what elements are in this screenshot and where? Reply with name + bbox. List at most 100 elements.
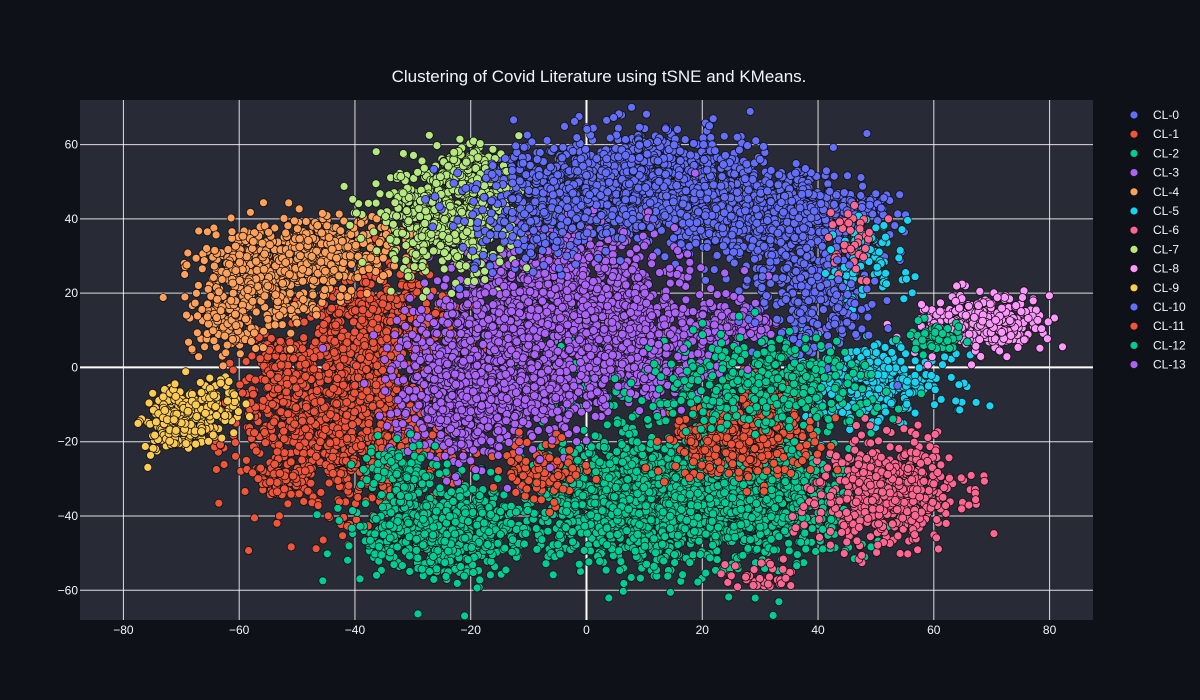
data-point xyxy=(601,565,611,575)
data-point xyxy=(358,305,368,315)
data-point xyxy=(265,477,275,487)
data-point xyxy=(729,247,738,257)
data-point xyxy=(839,188,849,198)
data-point xyxy=(299,497,309,506)
data-point xyxy=(260,427,270,437)
data-point xyxy=(377,550,387,560)
data-point xyxy=(862,129,872,138)
data-point xyxy=(744,185,753,195)
data-point xyxy=(306,415,316,425)
data-point xyxy=(353,492,363,502)
data-point xyxy=(405,567,415,576)
data-point xyxy=(244,546,254,555)
data-point xyxy=(356,440,366,450)
data-point xyxy=(211,465,221,474)
data-point xyxy=(300,466,310,476)
data-point xyxy=(718,241,728,251)
data-point xyxy=(455,492,465,502)
data-point xyxy=(642,149,652,159)
data-point xyxy=(495,530,505,539)
data-point xyxy=(522,130,532,140)
data-point xyxy=(370,529,380,539)
data-point xyxy=(763,186,772,196)
data-point xyxy=(350,305,360,315)
data-point xyxy=(621,135,630,144)
data-point xyxy=(867,299,877,309)
data-point xyxy=(294,489,304,499)
data-point xyxy=(802,252,812,261)
data-point xyxy=(806,213,816,223)
data-point xyxy=(344,480,354,490)
data-point xyxy=(417,564,427,574)
data-point xyxy=(347,523,357,533)
data-point xyxy=(299,317,309,327)
data-point xyxy=(735,145,744,155)
data-point xyxy=(289,354,299,364)
data-point xyxy=(275,468,285,478)
data-point xyxy=(712,555,722,564)
data-point xyxy=(468,484,478,494)
data-point xyxy=(700,181,710,191)
data-point xyxy=(460,508,470,518)
data-point xyxy=(584,557,594,567)
data-point xyxy=(745,107,755,116)
data-point xyxy=(472,583,482,593)
data-point xyxy=(743,194,753,204)
data-point xyxy=(230,438,240,448)
data-point xyxy=(385,547,395,557)
data-point xyxy=(404,518,413,528)
data-point xyxy=(431,506,441,516)
data-point xyxy=(273,373,283,383)
data-point xyxy=(732,132,742,142)
data-point xyxy=(673,124,682,134)
data-point xyxy=(318,535,328,545)
data-point xyxy=(339,354,349,364)
data-point xyxy=(493,474,503,484)
data-point xyxy=(712,250,722,260)
data-point xyxy=(825,186,835,196)
data-point xyxy=(856,191,866,200)
data-point xyxy=(286,542,296,552)
data-point xyxy=(304,431,314,441)
data-point xyxy=(576,567,585,576)
data-point xyxy=(858,181,867,191)
data-point xyxy=(413,553,423,563)
data-point xyxy=(799,223,808,233)
data-point xyxy=(717,172,727,182)
data-point xyxy=(681,186,691,196)
data-point xyxy=(708,114,718,124)
data-point xyxy=(311,544,321,554)
data-point xyxy=(750,254,759,264)
data-point xyxy=(328,383,338,393)
data-point xyxy=(477,508,487,518)
data-point xyxy=(371,380,381,390)
data-point xyxy=(385,533,395,543)
data-point xyxy=(372,361,382,371)
data-point xyxy=(309,364,319,374)
data-point xyxy=(418,514,428,524)
data-point xyxy=(342,410,352,420)
data-point xyxy=(350,407,360,417)
data-point xyxy=(374,542,384,552)
data-point xyxy=(332,399,342,409)
data-point xyxy=(315,437,325,447)
data-point xyxy=(787,196,797,206)
data-point xyxy=(486,467,496,477)
data-point xyxy=(241,357,251,366)
data-point xyxy=(609,113,618,122)
data-point xyxy=(361,499,370,509)
data-point xyxy=(397,561,407,570)
data-point xyxy=(763,216,772,225)
data-point xyxy=(876,203,886,213)
data-point xyxy=(616,557,626,566)
data-point xyxy=(705,121,714,131)
data-point xyxy=(299,333,309,343)
data-point xyxy=(282,379,292,389)
data-point xyxy=(711,204,721,214)
data-point xyxy=(274,511,284,521)
data-point xyxy=(291,403,301,413)
data-point xyxy=(710,146,720,156)
data-point xyxy=(702,165,712,175)
data-point xyxy=(732,187,742,197)
data-point xyxy=(791,159,801,169)
